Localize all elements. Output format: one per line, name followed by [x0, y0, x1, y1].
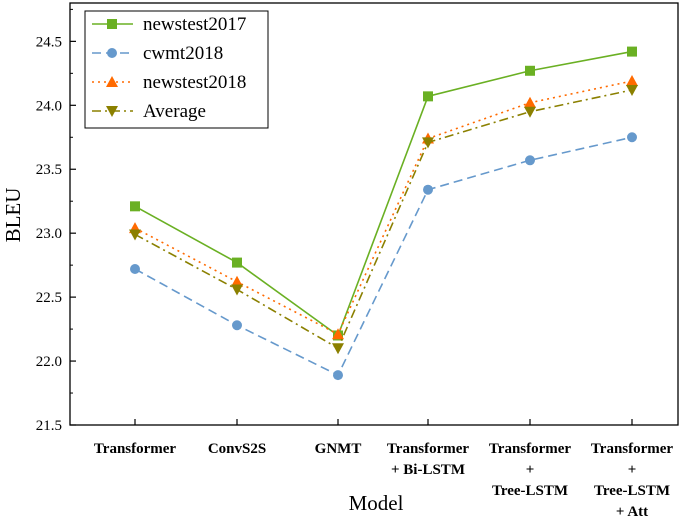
data-point-newstest2017	[627, 46, 637, 57]
x-axis-title: Model	[349, 491, 404, 515]
data-point-Average	[626, 84, 638, 96]
x-tick-label: ConvS2S	[208, 441, 266, 457]
legend-marker-newstest2018	[106, 76, 118, 87]
data-point-cwmt2018	[525, 155, 535, 166]
data-point-newstest2018	[626, 75, 638, 87]
y-tick-label: 22.0	[36, 354, 62, 370]
series-Average	[129, 84, 638, 355]
legend-label-newstest2017: newstest2017	[143, 14, 246, 35]
data-point-cwmt2018	[232, 320, 242, 331]
y-tick-label: 23.0	[36, 226, 62, 242]
data-point-cwmt2018	[130, 263, 140, 274]
data-point-newstest2018	[231, 275, 243, 287]
x-tick-label-line: Transformer	[489, 441, 572, 457]
data-point-newstest2017	[232, 257, 242, 268]
legend-label-cwmt2018: cwmt2018	[143, 43, 223, 64]
legend-label-Average: Average	[143, 101, 206, 122]
y-tick-label: 24.5	[36, 34, 62, 50]
y-tick-labels: 21.5 22.0 22.5 23.0 23.5 24.0 24.5	[36, 34, 62, 434]
y-tick-label: 22.5	[36, 290, 62, 306]
data-point-cwmt2018	[423, 184, 433, 195]
x-tick-label: Transformer + Tree-LSTM + Att	[591, 441, 674, 520]
data-point-newstest2017	[130, 201, 140, 212]
data-point-newstest2018	[524, 96, 536, 108]
x-tick-label: Transformer	[94, 441, 177, 457]
x-tick-label-line: +	[628, 462, 637, 478]
data-point-newstest2017	[423, 91, 433, 102]
x-tick-label-line: ConvS2S	[208, 441, 266, 457]
series-group	[129, 46, 638, 381]
series-line-Average	[134, 89, 633, 350]
legend-label-newstest2018: newstest2018	[143, 72, 246, 93]
data-point-Average	[231, 284, 243, 296]
series-line-newstest2017	[134, 50, 633, 337]
x-tick-label-line: Transformer	[94, 441, 177, 457]
series-line-newstest2018	[134, 80, 633, 336]
y-tick-label: 23.5	[36, 162, 62, 178]
series-line-cwmt2018	[134, 136, 633, 377]
data-point-cwmt2018	[627, 132, 637, 143]
data-point-Average	[524, 106, 536, 118]
x-tick-label-line: + Att	[616, 504, 648, 520]
data-point-newstest2017	[525, 65, 535, 76]
x-tick-label-line: Tree-LSTM	[492, 483, 568, 499]
data-point-Average	[332, 343, 344, 355]
x-tick-labels: Transformer ConvS2S GNMT Transformer + Bi-LS…	[94, 441, 674, 520]
data-point-newstest2018	[332, 328, 344, 340]
legend-marker-Average	[106, 106, 118, 117]
x-tick-label-line: Tree-LSTM	[594, 483, 670, 499]
legend-marker-newstest2017	[107, 19, 117, 29]
x-tick-label: Transformer + Bi-LSTM	[387, 441, 470, 478]
axes	[69, 2, 679, 426]
y-tick-label: 21.5	[36, 418, 62, 434]
data-point-Average	[422, 137, 434, 149]
x-tick-label-line: Transformer	[591, 441, 674, 457]
x-tick-label-line: +	[526, 462, 535, 478]
legend: newstest2017 cwmt2018 newstest2018 Average	[84, 10, 269, 129]
x-tick-label-line: GNMT	[315, 441, 362, 457]
x-tick-label: Transformer + Tree-LSTM	[489, 441, 572, 499]
y-axis-title: BLEU	[1, 188, 25, 243]
x-tick-label: GNMT	[315, 441, 362, 457]
data-point-cwmt2018	[333, 370, 343, 381]
x-tick-label-line: + Bi-LSTM	[391, 462, 465, 478]
data-point-Average	[129, 229, 141, 241]
x-tick-label-line: Transformer	[387, 441, 470, 457]
plot-frame	[69, 2, 679, 426]
series-cwmt2018	[130, 132, 637, 381]
y-tick-label: 24.0	[36, 98, 62, 114]
legend-marker-cwmt2018	[107, 48, 117, 58]
